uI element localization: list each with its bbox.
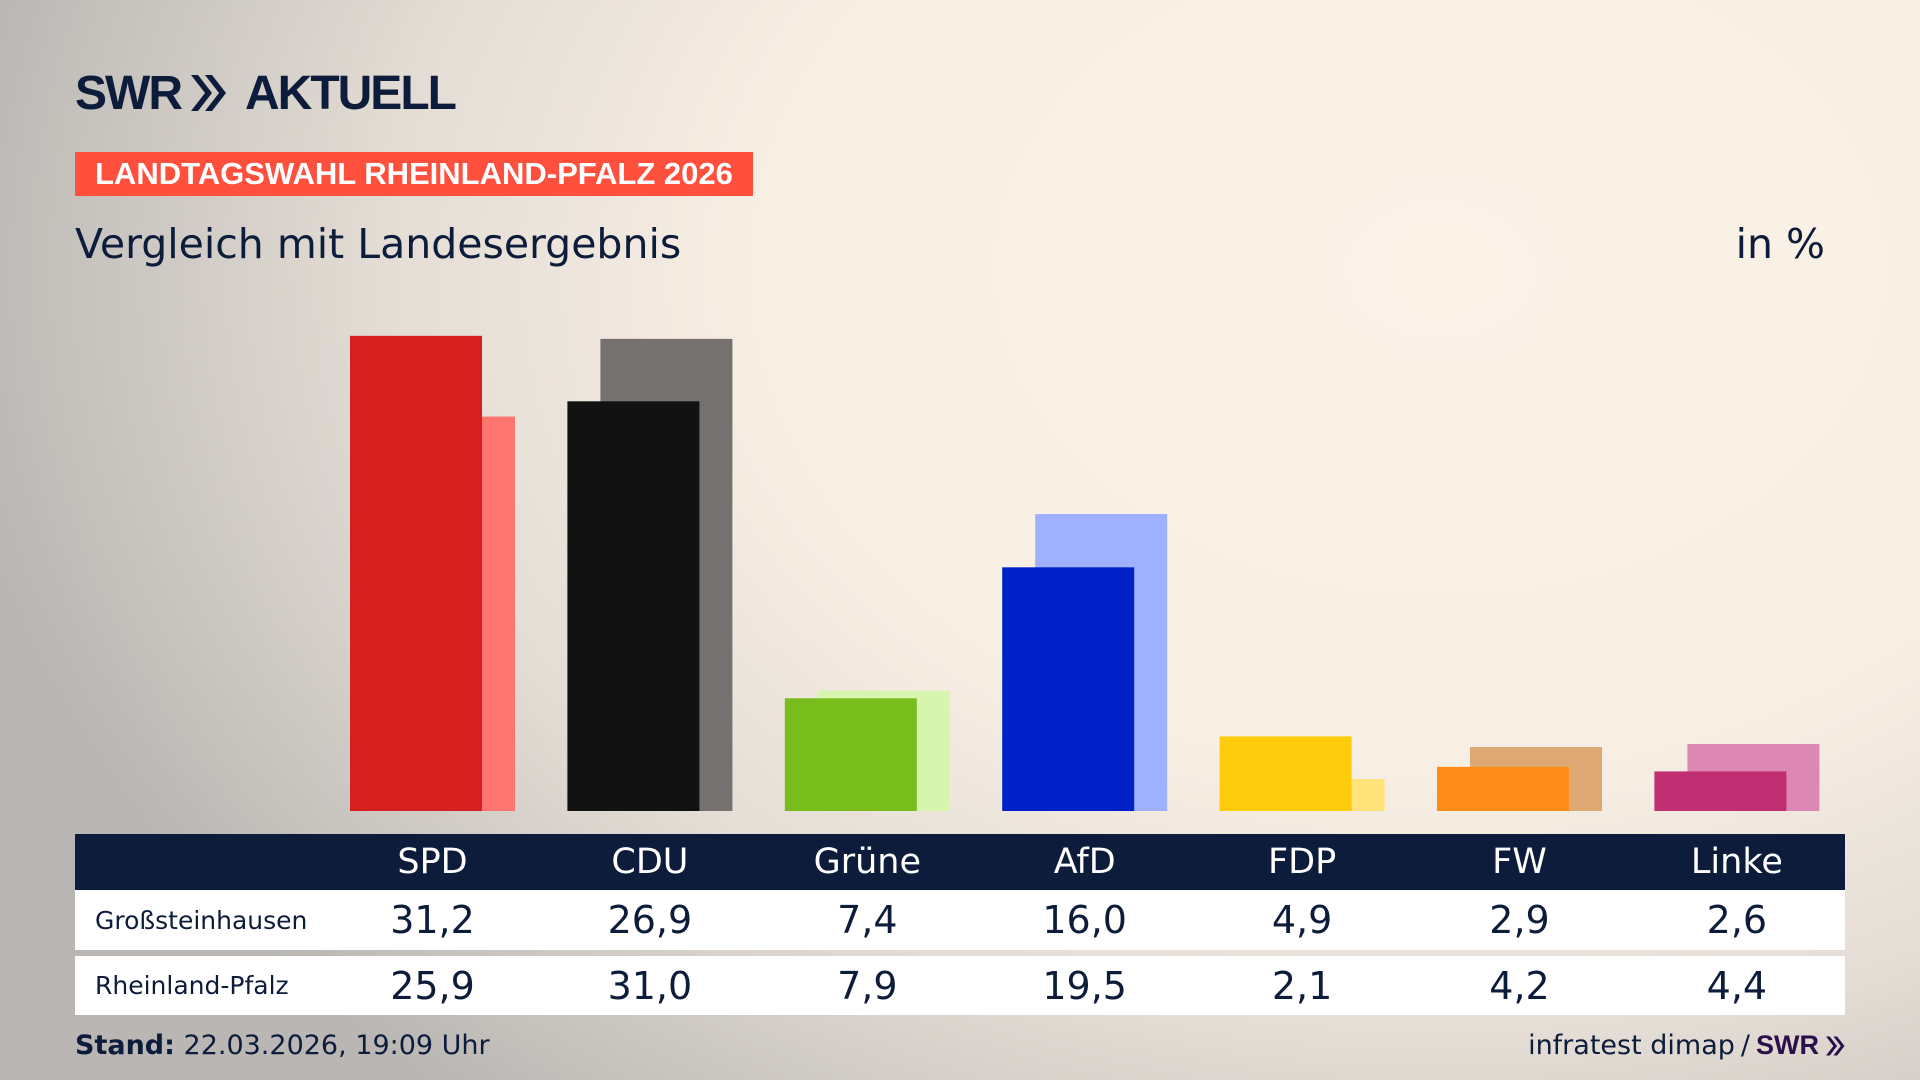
table-cell: 16,0 — [1042, 898, 1127, 942]
table-cell: 19,5 — [1042, 963, 1127, 1008]
table-cell: 4,9 — [1271, 898, 1333, 942]
column-header: Linke — [1690, 842, 1783, 882]
column-header: Grüne — [813, 842, 921, 882]
table-cell: 4,2 — [1489, 963, 1550, 1008]
bar-primary-afd — [1002, 567, 1135, 811]
source-name: infratest dimap — [1528, 1030, 1735, 1061]
table-cell: 31,2 — [390, 898, 475, 942]
table-cell: 2,9 — [1489, 898, 1550, 942]
table-cell: 7,4 — [837, 898, 898, 942]
results-table: SPD CDU Grüne AfD FDP FW Linke Großsteinhausen… — [75, 834, 1845, 1015]
election-banner: LANDTAGSWAHL RHEINLAND-PFALZ 2026 — [75, 152, 753, 196]
unit-label: in % — [1735, 220, 1825, 268]
row-label: Großsteinhausen — [95, 905, 308, 935]
column-header: SPD — [397, 842, 468, 882]
table-cell: 25,9 — [390, 963, 475, 1008]
swr-aktuell-logo: SWR AKTUELL — [75, 67, 457, 120]
column-header: AfD — [1053, 842, 1116, 882]
source-separator: / — [1740, 1030, 1750, 1061]
row-label: Rheinland-Pfalz — [95, 971, 289, 1000]
swr-logo-small: SWR — [1756, 1030, 1819, 1060]
double-chevron-icon — [190, 75, 226, 111]
bar-primary-linke — [1654, 771, 1787, 811]
bar-primary-fw — [1437, 766, 1569, 811]
logo-aktuell: AKTUELL — [244, 66, 457, 120]
source: infratest dimap / SWR — [1528, 1030, 1845, 1061]
stand-label: Stand: — [75, 1030, 175, 1061]
table-cell: 4,4 — [1706, 963, 1768, 1008]
table-cell: 7,9 — [837, 963, 898, 1008]
bar-chart — [350, 335, 1820, 811]
table-cell: 2,1 — [1271, 963, 1333, 1008]
table-row: Rheinland-Pfalz 25,9 31,0 7,9 19,5 2,1 4,2 4,4 — [75, 956, 1845, 1015]
table-row: Großsteinhausen 31,2 26,9 7,4 16,0 4,9 2,9 2,6 — [75, 890, 1845, 950]
column-header: FDP — [1267, 842, 1337, 882]
table-cell: 31,0 — [607, 963, 693, 1008]
bar-primary-grüne — [784, 698, 917, 811]
bar-primary-spd — [350, 335, 482, 811]
double-chevron-icon — [1826, 1036, 1845, 1055]
chart-subtitle: Vergleich mit Landesergebnis — [75, 220, 682, 268]
table-cell: 2,6 — [1706, 898, 1768, 942]
table-header: SPD CDU Grüne AfD FDP FW Linke — [75, 834, 1845, 890]
timestamp: Stand: 22.03.2026, 19:09 Uhr — [75, 1030, 490, 1061]
bar-primary-cdu — [567, 401, 700, 811]
bar-primary-fdp — [1219, 736, 1352, 811]
column-header: CDU — [611, 842, 689, 882]
table-cell: 26,9 — [607, 898, 693, 942]
column-header: FW — [1492, 842, 1547, 882]
logo-swr: SWR — [75, 66, 183, 120]
stand-value: 22.03.2026, 19:09 Uhr — [183, 1030, 490, 1061]
